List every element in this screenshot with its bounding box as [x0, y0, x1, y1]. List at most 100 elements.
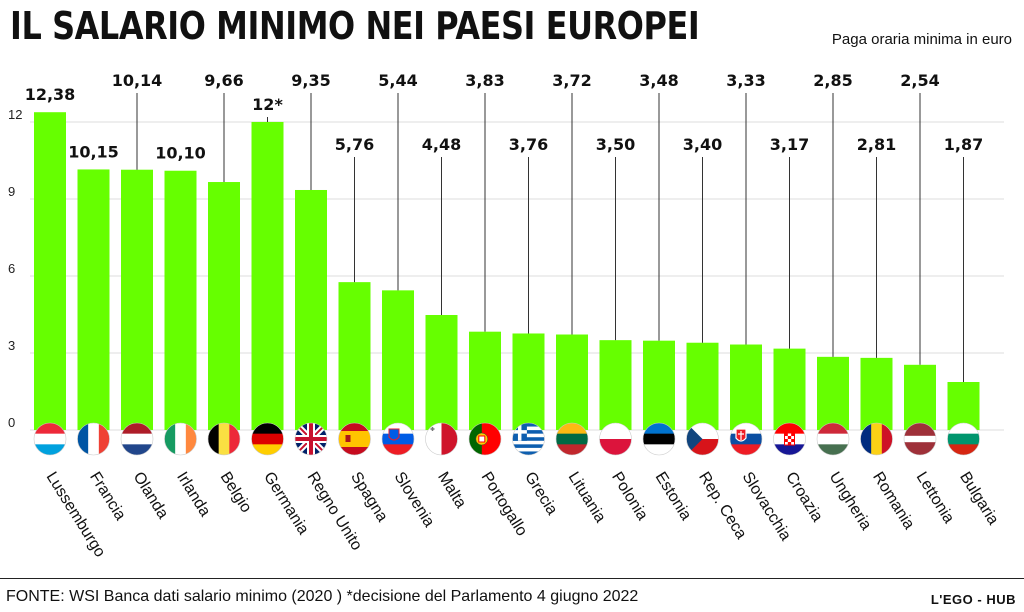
data-label: 10,10 — [155, 144, 206, 163]
category-label: Grecia — [521, 469, 560, 518]
y-tick-label: 6 — [8, 261, 15, 276]
data-label: 3,33 — [726, 71, 765, 90]
data-label: 3,83 — [465, 71, 504, 90]
bar — [208, 182, 240, 430]
flag-outline — [425, 422, 458, 456]
bar — [34, 112, 66, 431]
estonia-flag-icon — [643, 423, 675, 455]
bar — [164, 170, 197, 430]
bulgaria-flag-icon — [947, 423, 980, 455]
category-label: Estonia — [652, 469, 695, 523]
data-label: 9,66 — [204, 71, 243, 90]
bar — [730, 344, 762, 430]
chart-subtitle: Paga oraria minima in euro — [831, 31, 1012, 48]
bar — [817, 356, 849, 430]
source-note: FONTE: WSI Banca dati salario minimo (20… — [6, 588, 639, 605]
bar — [469, 331, 501, 430]
data-label: 2,85 — [813, 71, 852, 90]
czech-republic-flag-icon — [686, 423, 719, 455]
luxembourg-flag-icon — [34, 423, 66, 455]
data-label: 10,14 — [112, 71, 163, 90]
flag-outline — [338, 422, 371, 456]
data-label: 3,17 — [770, 135, 809, 154]
slovakia-flag-icon — [730, 423, 762, 455]
lithuania-flag-icon — [556, 423, 588, 455]
category-label: Croazia — [782, 469, 826, 525]
bar — [77, 169, 110, 430]
data-label: 3,50 — [596, 135, 635, 154]
flag-outline — [251, 422, 284, 456]
bar — [425, 314, 458, 430]
data-label: 2,54 — [900, 71, 939, 90]
brand-logo: L'EGO - HUB — [930, 592, 1016, 607]
flag-outline — [512, 422, 545, 456]
germany-flag-icon — [251, 423, 284, 455]
category-label: Ungheria — [826, 469, 875, 533]
category-label: Lettonia — [913, 469, 958, 526]
data-label: 5,76 — [335, 135, 374, 154]
poland-flag-icon — [599, 423, 632, 455]
flag-outline — [642, 422, 676, 456]
slovenia-flag-icon — [382, 423, 414, 455]
hungary-flag-icon — [817, 423, 849, 455]
ireland-flag-icon — [164, 423, 197, 455]
flag-outline — [33, 422, 67, 456]
flag-outline — [599, 422, 632, 456]
bar — [251, 121, 284, 431]
portugal-flag-icon — [469, 423, 501, 455]
flag-outline — [120, 422, 154, 456]
category-label: Irlanda — [173, 469, 213, 520]
flag-outline — [773, 422, 806, 456]
flag-outline — [816, 422, 850, 456]
netherlands-flag-icon — [121, 423, 153, 455]
romania-flag-icon — [860, 423, 893, 455]
flag-outline — [207, 422, 241, 456]
malta-flag-icon — [425, 423, 458, 455]
flag-outline — [468, 422, 502, 456]
category-label: Francia — [86, 469, 129, 523]
bar — [599, 340, 632, 430]
latvia-flag-icon — [904, 423, 936, 455]
flag-outline — [294, 422, 328, 456]
croatia-flag-icon — [773, 423, 806, 455]
data-label: 3,48 — [639, 71, 678, 90]
category-label: Polonia — [608, 469, 651, 523]
bar — [904, 364, 936, 430]
data-label: 1,87 — [944, 135, 983, 154]
data-label: 5,44 — [378, 71, 417, 90]
spain-flag-icon — [338, 423, 371, 455]
category-label: Lituania — [565, 469, 609, 526]
category-label: Romania — [869, 469, 917, 532]
category-label: Slovenia — [391, 469, 438, 530]
flag-outline — [903, 422, 937, 456]
flag-outline — [686, 422, 719, 456]
y-tick-label: 0 — [8, 415, 15, 430]
bar — [947, 381, 980, 430]
y-tick-label: 12 — [8, 107, 22, 122]
data-label: 12,38 — [25, 85, 76, 104]
flag-outline — [860, 422, 893, 456]
bar — [556, 334, 588, 430]
bar — [512, 333, 545, 430]
flag-outline — [381, 422, 415, 456]
belgium-flag-icon — [208, 423, 240, 455]
category-label: Belgio — [217, 469, 255, 516]
bar — [295, 189, 327, 430]
footer-divider — [0, 578, 1024, 579]
united-kingdom-flag-icon — [295, 423, 327, 455]
bar — [382, 290, 414, 430]
bar — [686, 342, 719, 430]
bar — [643, 340, 675, 430]
category-label: Spagna — [347, 469, 391, 525]
data-label: 12* — [252, 95, 283, 114]
data-label: 2,81 — [857, 135, 896, 154]
category-label: Germania — [260, 469, 312, 538]
data-label: 3,40 — [683, 135, 722, 154]
france-flag-icon — [77, 423, 110, 455]
data-label: 4,48 — [422, 135, 461, 154]
flag-outline — [77, 422, 110, 456]
bar — [121, 169, 153, 430]
category-label: Olanda — [130, 469, 172, 522]
flag-outline — [164, 422, 197, 456]
bar — [338, 282, 371, 430]
